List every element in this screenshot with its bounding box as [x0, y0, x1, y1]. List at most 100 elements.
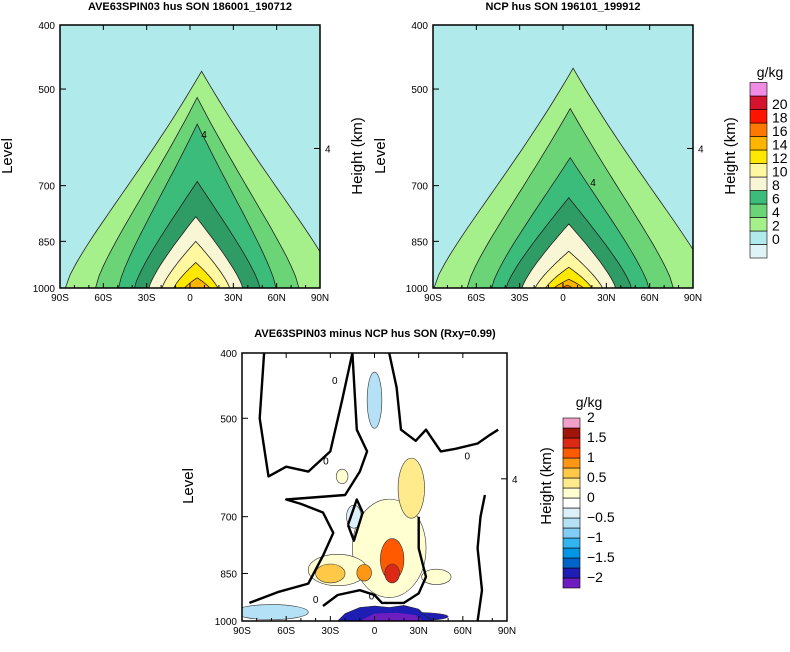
contour-line-16 — [184, 277, 211, 288]
colorbar-diff-units: g/kg — [576, 394, 602, 410]
positive-anomaly — [384, 563, 400, 584]
negative-anomaly — [242, 604, 309, 620]
panel1-y2label: Height (km) — [349, 117, 366, 195]
y2-tick-label: 4 — [325, 144, 331, 155]
colorbar-diff-box — [562, 447, 581, 459]
contour-fill-14 — [173, 262, 218, 288]
x-tick-label: 30N — [597, 293, 615, 304]
colorbar-diff-box — [562, 487, 581, 499]
panel2-y2label: Height (km) — [722, 117, 739, 195]
panel2-ylabel: Level — [372, 138, 389, 174]
colorbar-diff-box — [562, 457, 581, 469]
x-tick-label: 60N — [267, 293, 285, 304]
colorbar-diff-label: −0.5 — [587, 509, 615, 525]
x-tick-label: 90S — [233, 626, 251, 637]
positive-anomaly — [397, 457, 425, 519]
colorbar-diff-label: 1.5 — [587, 429, 607, 445]
colorbar-diff-box — [562, 527, 581, 539]
panel1-contour-label: 4 — [201, 130, 207, 141]
y-tick-label: 1000 — [406, 284, 429, 295]
panel3-axes: 90S 60S 30S 0 30N 60N 90N 400 500 700 850 1000 4 — [215, 349, 518, 637]
positive-anomaly — [356, 564, 372, 582]
colorbar-hus-box — [749, 176, 768, 191]
colorbar-diff-box — [562, 427, 581, 439]
y-tick-label: 500 — [220, 414, 237, 425]
contour-zero-label: 0 — [323, 457, 329, 468]
x-tick-label: 30S — [511, 293, 529, 304]
colorbar-hus-label: 4 — [772, 204, 780, 220]
colorbar-diff-label: 1 — [587, 449, 595, 465]
colorbar-diff-box — [562, 477, 581, 489]
colorbar-hus-box — [749, 149, 768, 164]
colorbar-hus-box — [749, 95, 768, 110]
contour-line-18 — [561, 284, 574, 288]
y-tick-label: 400 — [220, 349, 237, 360]
panel1-filled-contours — [65, 71, 320, 288]
colorbar-diff-box — [562, 517, 581, 529]
panel3-title: AVE63SPIN03 minus NCP hus SON (Rxy=0.99) — [254, 328, 496, 340]
y-tick-label: 850 — [38, 237, 55, 248]
contour-zero-label: 0 — [464, 452, 470, 463]
contour-line-2 — [64, 70, 320, 288]
y-tick-label: 700 — [38, 182, 55, 193]
contour-line-16 — [553, 278, 585, 288]
contour-fill-16 — [184, 277, 210, 288]
x-tick-label: 60S — [467, 293, 485, 304]
colorbar-diff-label: −2 — [587, 569, 603, 585]
contour-line-12 — [534, 250, 603, 288]
colorbar-hus-box — [749, 244, 768, 259]
contour-line-12 — [161, 240, 230, 288]
colorbar-diff-box — [562, 437, 581, 449]
colorbar-hus-box — [749, 203, 768, 218]
panel3-y2label: Height (km) — [538, 447, 555, 525]
x-tick-label: 90N — [684, 293, 702, 304]
positive-anomaly — [335, 468, 349, 484]
x-tick-label: 60N — [640, 293, 658, 304]
panel2-filled-contours — [434, 68, 693, 288]
colorbar-hus-label: 18 — [772, 109, 788, 125]
colorbar-hus-box — [749, 122, 768, 137]
colorbar-diff-box — [562, 417, 581, 429]
colorbar-hus-label: 20 — [772, 96, 788, 112]
contour-line-6 — [491, 156, 650, 288]
contour-fill-14 — [545, 267, 592, 288]
colorbar-hus-label: 6 — [772, 190, 780, 206]
zero-contour — [248, 353, 369, 605]
x-tick-label: 0 — [372, 626, 378, 637]
colorbar-diff-box — [562, 497, 581, 509]
x-tick-label: 90S — [51, 293, 69, 304]
colorbar-hus-box — [749, 230, 768, 245]
contour-line-2 — [433, 67, 693, 288]
panel1-title: AVE63SPIN03 hus SON 186001_190712 — [88, 1, 292, 13]
y-tick-label: 700 — [220, 513, 237, 524]
y-tick-label: 850 — [220, 569, 237, 580]
contour-fill-16 — [553, 279, 584, 288]
colorbar-hus-box — [749, 163, 768, 178]
panel3-filled-anomalies — [242, 371, 452, 621]
zero-contour — [322, 516, 428, 607]
panel2-title: NCP hus SON 196101_199912 — [485, 1, 640, 13]
x-tick-label: 30N — [409, 626, 427, 637]
colorbar-diff-box — [562, 577, 581, 589]
colorbar-diff-box — [562, 507, 581, 519]
x-tick-label: 0 — [560, 293, 566, 304]
colorbar-diff-box — [562, 557, 581, 569]
colorbar-hus-box — [749, 217, 768, 232]
y2-tick-label: 4 — [512, 475, 518, 486]
y-tick-label: 400 — [411, 21, 428, 32]
surface-negative-core — [359, 612, 424, 621]
contour-zero-label: 0 — [313, 595, 319, 606]
positive-anomaly — [421, 568, 452, 585]
panel1-contour-lines — [64, 70, 320, 288]
colorbar-hus-box — [749, 109, 768, 124]
panel2-contour-lines — [433, 67, 693, 288]
panel1-axes: 90S 60S 30S 0 30N 60N 90N 400 500 700 850 1000 4 — [33, 21, 331, 304]
y-tick-label: 500 — [38, 85, 55, 96]
colorbar-diff-boxes: −2 −1.5 −1 −0.5 0 0.5 1 1.5 2 — [562, 409, 615, 589]
colorbar-diff-label: −1 — [587, 529, 603, 545]
y-tick-label: 1000 — [215, 617, 238, 628]
panel2-contour-label: 4 — [590, 178, 596, 189]
contour-line-8 — [505, 197, 632, 288]
